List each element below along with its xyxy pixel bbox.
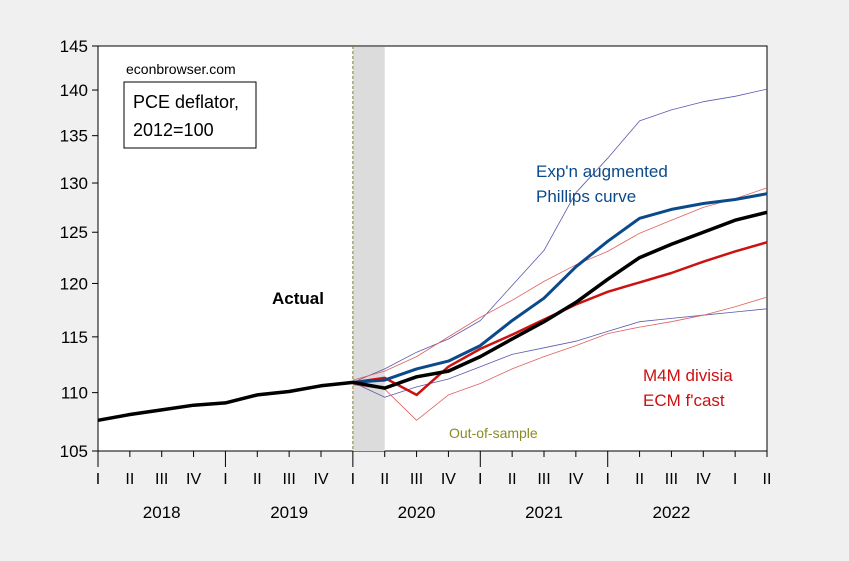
y-tick-label: 110 [61, 384, 88, 403]
y-tick-label: 140 [60, 81, 88, 100]
y-tick-label: 125 [60, 223, 88, 242]
quarter-label: IV [568, 471, 583, 488]
quarter-label: III [155, 471, 168, 488]
quarter-label: III [665, 471, 678, 488]
out-of-sample-label: Out-of-sample [449, 425, 538, 441]
series-line-ecm-lower [352, 296, 768, 421]
series-line-ecm-upper [352, 187, 768, 381]
shaded-period [352, 47, 385, 451]
series-line-phillips [352, 192, 768, 384]
phillips-label-line1: Exp'n augmented [536, 162, 668, 181]
quarter-label: II [253, 471, 262, 488]
quarter-label: III [537, 471, 550, 488]
y-tick-label: 130 [60, 174, 88, 193]
quarter-label: IV [441, 471, 456, 488]
quarter-label: I [733, 471, 737, 488]
quarter-label: I [478, 471, 482, 488]
year-label: 2020 [398, 503, 436, 522]
quarter-label: II [380, 471, 389, 488]
quarter-label: IV [186, 471, 201, 488]
quarter-label: II [508, 471, 517, 488]
year-label: 2019 [270, 503, 308, 522]
chart-title-line2: 2012=100 [133, 120, 214, 140]
series-line-phillips-upper [352, 88, 768, 383]
quarter-label: II [635, 471, 644, 488]
year-label: 2021 [525, 503, 563, 522]
quarter-label: III [282, 471, 295, 488]
quarter-label: II [763, 471, 772, 488]
quarter-label: I [96, 471, 100, 488]
series-line-actual [97, 210, 768, 423]
quarter-label: II [125, 471, 134, 488]
actual-label: Actual [272, 289, 324, 308]
year-label: 2018 [143, 503, 181, 522]
y-tick-label: 115 [61, 328, 88, 347]
m4m-label-line2: ECM f'cast [643, 391, 725, 410]
series-line-phillips-lower [352, 308, 768, 398]
quarter-label: I [605, 471, 609, 488]
chart-title-line1: PCE deflator, [133, 92, 239, 112]
quarter-label: IV [313, 471, 328, 488]
phillips-label-line2: Phillips curve [536, 187, 636, 206]
quarter-label: I [351, 471, 355, 488]
year-label: 2022 [653, 503, 691, 522]
title-box [123, 81, 257, 149]
y-tick-label: 120 [60, 274, 88, 293]
quarter-label: I [223, 471, 227, 488]
quarter-label: III [410, 471, 423, 488]
y-tick-label: 105 [60, 442, 88, 461]
quarter-label: IV [696, 471, 711, 488]
y-tick-label: 145 [60, 37, 88, 56]
source-label: econbrowser.com [126, 61, 236, 77]
m4m-label-line1: M4M divisia [643, 366, 733, 385]
y-tick-label: 135 [60, 127, 88, 146]
